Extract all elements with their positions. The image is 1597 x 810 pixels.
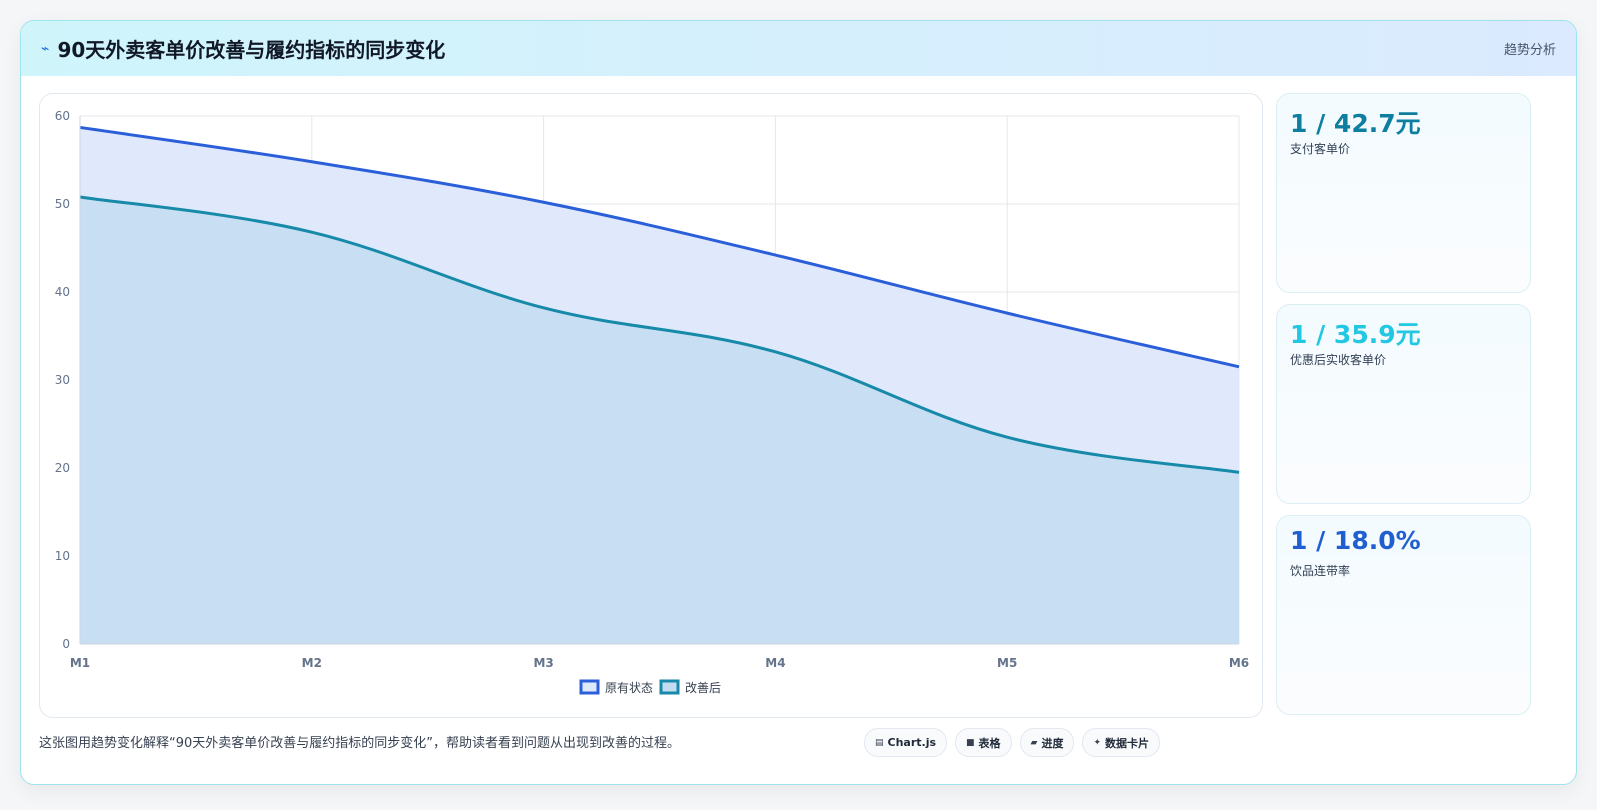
y-tick-label: 40 <box>55 285 70 299</box>
chart-panel: 0 10 20 30 40 50 60 M1 M2 M3 M4 M5 M6 原有状态 改善后 <box>39 93 1263 718</box>
area-chart: 0 10 20 30 40 50 60 M1 M2 M3 M4 M5 M6 原有状态 改善后 <box>55 109 1249 695</box>
table-icon: ■ <box>966 737 975 748</box>
kpi-card-net-price: 1 / 35.9元 优惠后实收客单价 <box>1276 304 1531 504</box>
lightning-icon: ⌁ <box>41 40 50 57</box>
chart-icon: ▤ <box>875 737 884 748</box>
sparkle-icon: ✦ <box>1093 737 1102 748</box>
series-line <box>79 195 1240 474</box>
legend-label: 原有状态 <box>605 681 653 695</box>
x-tick-label: M5 <box>997 656 1017 670</box>
chip-chartjs[interactable]: ▤ Chart.js <box>864 728 948 757</box>
kpi-label: 优惠后实收客单价 <box>1290 353 1387 367</box>
progress-icon: ▰ <box>1030 737 1038 748</box>
chart-card: ⌁ 90天外卖客单价改善与履约指标的同步变化 趋势分析 0 10 20 30 40 50 6… <box>20 20 1577 785</box>
y-tick-label: 50 <box>55 197 70 211</box>
chip-data-card[interactable]: ✦ 数据卡片 <box>1082 728 1161 757</box>
x-tick-label: M1 <box>70 656 90 670</box>
chip-row: ▤ Chart.js ■ 表格 ▰ 进度 ✦ 数据卡片 <box>864 728 1161 757</box>
y-tick-label: 60 <box>55 109 70 123</box>
chip-progress[interactable]: ▰ 进度 <box>1019 728 1075 757</box>
chip-table[interactable]: ■ 表格 <box>955 728 1012 757</box>
legend-swatch <box>579 679 600 695</box>
chip-label: 数据卡片 <box>1105 736 1150 750</box>
card-header: ⌁ 90天外卖客单价改善与履约指标的同步变化 趋势分析 <box>21 21 1576 76</box>
chart-title: 90天外卖客单价改善与履约指标的同步变化 <box>57 38 446 62</box>
kpi-label: 支付客单价 <box>1290 142 1351 156</box>
kpi-card-drink-rate: 1 / 18.0% 饮品连带率 <box>1276 515 1531 715</box>
legend-label: 改善后 <box>685 680 721 695</box>
kpi-value: 1 / 18.0% <box>1290 526 1421 555</box>
x-tick-label: M4 <box>765 656 785 670</box>
chip-label: 进度 <box>1041 736 1064 750</box>
series-line <box>79 125 1240 369</box>
kpi-label: 饮品连带率 <box>1290 564 1351 578</box>
kpi-value: 1 / 42.7元 <box>1290 109 1421 138</box>
chip-label: Chart.js <box>887 736 937 749</box>
kpi-card-pay-price: 1 / 42.7元 支付客单价 <box>1276 93 1531 293</box>
y-tick-label: 0 <box>62 637 70 651</box>
legend-swatch <box>659 679 680 695</box>
x-tick-label: M6 <box>1229 656 1249 670</box>
y-tick-label: 20 <box>55 461 70 475</box>
kpi-value: 1 / 35.9元 <box>1290 320 1421 349</box>
chip-label: 表格 <box>978 736 1001 750</box>
chart-description: 这张图用趋势变化解释“90天外卖客单价改善与履约指标的同步变化”，帮助读者看到问… <box>39 736 681 751</box>
series-area <box>80 196 1239 644</box>
x-tick-label: M3 <box>533 656 553 670</box>
trend-badge: 趋势分析 <box>1503 43 1556 58</box>
y-tick-label: 10 <box>55 549 70 563</box>
x-tick-label: M2 <box>302 656 322 670</box>
y-tick-label: 30 <box>55 373 70 387</box>
